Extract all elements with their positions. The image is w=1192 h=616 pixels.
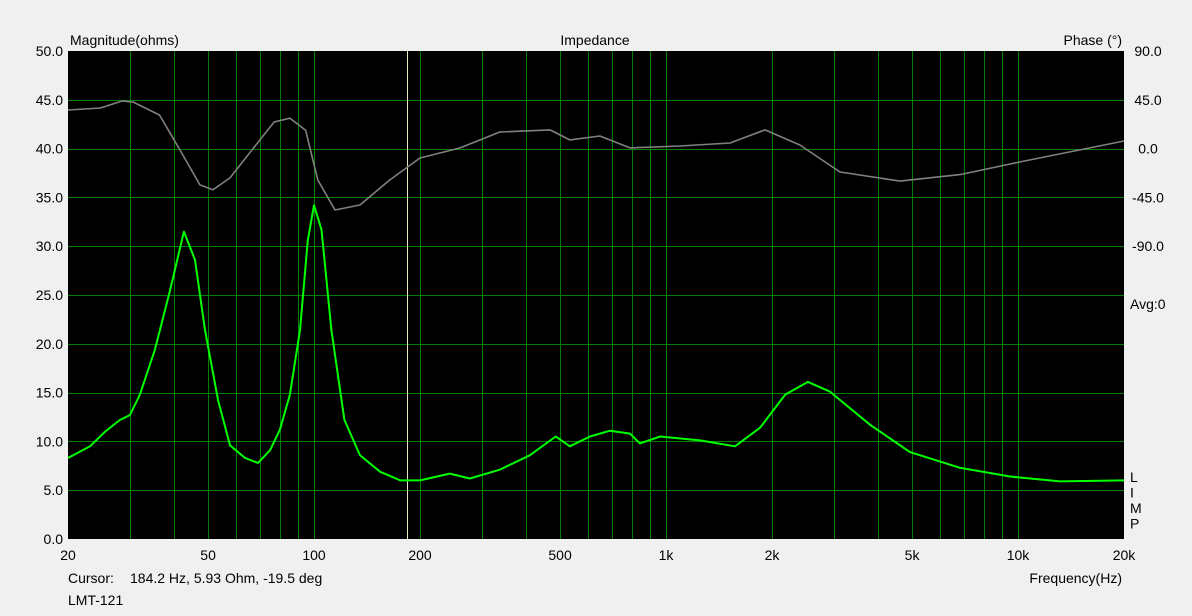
x-tick-label: 2k	[765, 547, 781, 563]
x-tick-label: 50	[200, 547, 216, 563]
y-tick-label: 5.0	[44, 482, 64, 498]
limp-letter: I	[1130, 485, 1134, 501]
x-tick-label: 1k	[659, 547, 675, 563]
cursor-label: Cursor:	[68, 570, 114, 586]
y-tick-label: 20.0	[36, 336, 63, 352]
y-tick-label: 45.0	[36, 92, 63, 108]
y-tick-label: 0.0	[44, 531, 64, 547]
x-tick-label: 20	[60, 547, 76, 563]
y2-tick-label: 90.0	[1134, 43, 1161, 59]
y-tick-label: 15.0	[36, 385, 63, 401]
device-name: LMT-121	[68, 592, 123, 608]
x-tick-label: 200	[408, 547, 432, 563]
x-tick-label: 500	[548, 547, 572, 563]
limp-letter: P	[1130, 516, 1139, 532]
x-tick-label: 10k	[1007, 547, 1031, 563]
y-tick-label: 10.0	[36, 433, 63, 449]
y2-axis-label: Phase (°)	[1063, 32, 1122, 48]
y2-tick-label: 0.0	[1138, 141, 1158, 157]
limp-letter: L	[1130, 469, 1138, 485]
limp-letter: M	[1130, 500, 1142, 516]
y2-tick-label: -90.0	[1132, 238, 1164, 254]
y-tick-label: 30.0	[36, 238, 63, 254]
x-tick-label: 100	[302, 547, 326, 563]
y-tick-label: 40.0	[36, 141, 63, 157]
y-tick-label: 25.0	[36, 287, 63, 303]
cursor-readout: 184.2 Hz, 5.93 Ohm, -19.5 deg	[130, 570, 322, 586]
y-tick-label: 50.0	[36, 43, 63, 59]
y2-tick-label: -45.0	[1132, 189, 1164, 205]
x-tick-label: 20k	[1113, 547, 1137, 563]
y2-tick-label: 45.0	[1134, 92, 1161, 108]
x-axis-label: Frequency(Hz)	[1029, 570, 1122, 586]
avg-label: Avg:0	[1130, 296, 1166, 312]
y-tick-label: 35.0	[36, 189, 63, 205]
x-tick-label: 5k	[905, 547, 921, 563]
chart-title: Impedance	[560, 32, 629, 48]
y-axis-label: Magnitude(ohms)	[70, 32, 179, 48]
